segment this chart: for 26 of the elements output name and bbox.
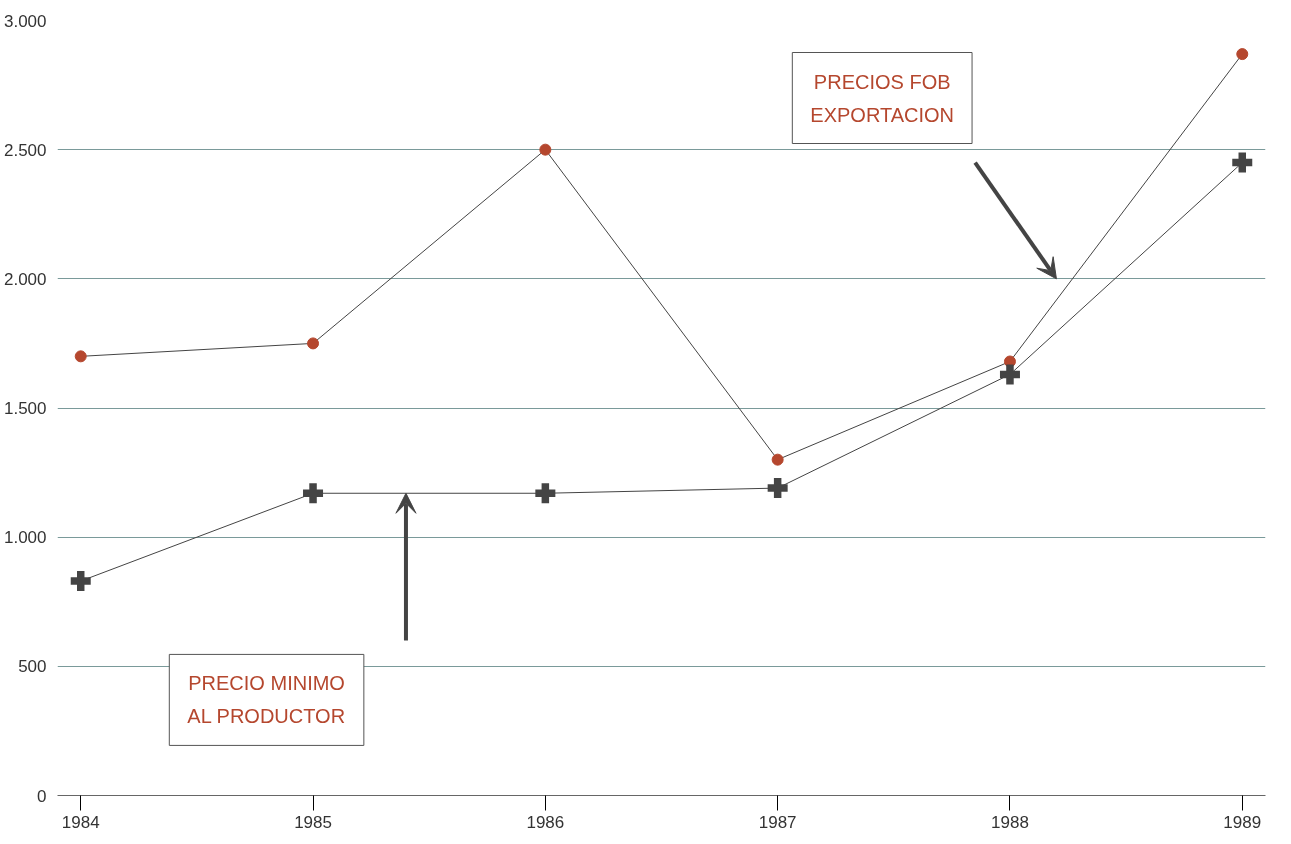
y-tick-label: 2.500 <box>3 140 47 160</box>
point <box>74 350 87 363</box>
y-tick-label: 1.500 <box>3 399 47 418</box>
point <box>1236 48 1249 61</box>
point <box>539 143 552 156</box>
x-tick-label: 1988 <box>991 812 1029 832</box>
x-tick-label: 1987 <box>758 812 797 832</box>
point <box>303 483 324 504</box>
point <box>767 478 788 499</box>
x-tick-label: 1984 <box>61 812 100 832</box>
point <box>1232 152 1253 173</box>
x-tick-label: 1985 <box>294 812 332 832</box>
y-tick-label: 2.000 <box>3 269 47 289</box>
y-tick-label: 1.000 <box>3 528 47 548</box>
point <box>307 337 320 350</box>
point <box>999 364 1020 385</box>
point <box>70 571 91 592</box>
x-tick-label: 1989 <box>1223 812 1262 832</box>
annotation: PRECIOS FOB EXPORTACION <box>810 70 955 126</box>
point <box>771 453 784 466</box>
x-tick-label: 1986 <box>526 812 565 832</box>
annotation: PRECIO MINIMO AL PRODUCTOR <box>187 672 346 728</box>
point <box>535 483 556 504</box>
y-tick-label: 0 <box>37 786 47 806</box>
y-tick-label: 500 <box>18 657 47 677</box>
y-tick-label: 3.000 <box>3 11 47 31</box>
